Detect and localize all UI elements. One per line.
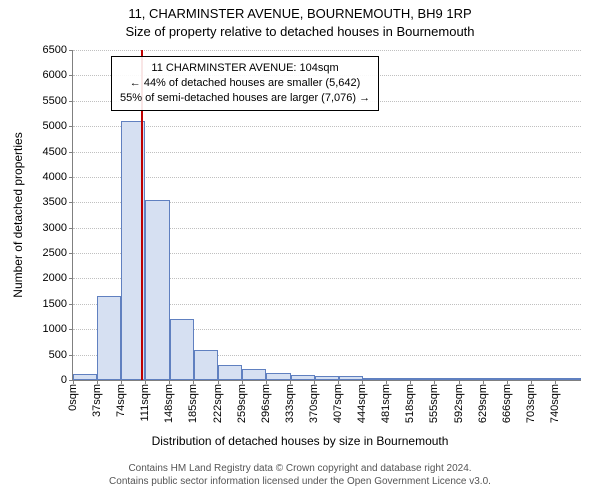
- xtick-label: 185sqm: [187, 380, 199, 423]
- xtick-label: 592sqm: [453, 380, 465, 423]
- ytick-label: 3000: [43, 222, 73, 234]
- xtick-label: 259sqm: [236, 380, 248, 423]
- annotation-line3: 55% of semi-detached houses are larger (…: [120, 91, 370, 106]
- ytick-label: 5000: [43, 120, 73, 132]
- xtick-label: 629sqm: [477, 380, 489, 423]
- xtick-label: 148sqm: [163, 380, 175, 423]
- ytick-label: 2000: [43, 272, 73, 284]
- ytick-label: 1000: [43, 323, 73, 335]
- annotation-line2: ← 44% of detached houses are smaller (5,…: [120, 76, 370, 91]
- xtick-label: 555sqm: [428, 380, 440, 423]
- chart-title: 11, CHARMINSTER AVENUE, BOURNEMOUTH, BH9…: [0, 6, 600, 21]
- xtick-label: 74sqm: [115, 380, 127, 417]
- ytick-label: 3500: [43, 196, 73, 208]
- xtick-label: 222sqm: [212, 380, 224, 423]
- xtick-label: 407sqm: [332, 380, 344, 423]
- ytick-label: 2500: [43, 247, 73, 259]
- gridline: [73, 126, 581, 127]
- histogram-bar: [266, 373, 290, 380]
- xtick-label: 740sqm: [549, 380, 561, 423]
- ytick-label: 500: [49, 349, 73, 361]
- chart-container: 11, CHARMINSTER AVENUE, BOURNEMOUTH, BH9…: [0, 0, 600, 500]
- y-axis-label: Number of detached properties: [11, 125, 25, 305]
- x-axis-label: Distribution of detached houses by size …: [0, 434, 600, 448]
- ytick-label: 4500: [43, 146, 73, 158]
- xtick-label: 0sqm: [67, 380, 79, 411]
- ytick-label: 6500: [43, 44, 73, 56]
- gridline: [73, 177, 581, 178]
- footer-line1: Contains HM Land Registry data © Crown c…: [0, 462, 600, 475]
- gridline: [73, 50, 581, 51]
- histogram-bar: [97, 296, 121, 380]
- ytick-label: 4000: [43, 171, 73, 183]
- footer-text: Contains HM Land Registry data © Crown c…: [0, 462, 600, 488]
- gridline: [73, 152, 581, 153]
- histogram-bar: [170, 319, 194, 380]
- annotation-box: 11 CHARMINSTER AVENUE: 104sqm ← 44% of d…: [111, 56, 379, 111]
- xtick-label: 370sqm: [308, 380, 320, 423]
- chart-subtitle: Size of property relative to detached ho…: [0, 24, 600, 39]
- xtick-label: 444sqm: [356, 380, 368, 423]
- histogram-bar: [218, 365, 242, 380]
- footer-line2: Contains public sector information licen…: [0, 475, 600, 488]
- xtick-label: 703sqm: [525, 380, 537, 423]
- xtick-label: 296sqm: [260, 380, 272, 423]
- histogram-bar: [145, 200, 170, 380]
- histogram-bar: [242, 369, 266, 380]
- ytick-label: 6000: [43, 69, 73, 81]
- xtick-label: 666sqm: [501, 380, 513, 423]
- plot-area: 0500100015002000250030003500400045005000…: [72, 50, 581, 381]
- xtick-label: 333sqm: [284, 380, 296, 423]
- xtick-label: 481sqm: [380, 380, 392, 423]
- xtick-label: 37sqm: [91, 380, 103, 417]
- xtick-label: 111sqm: [139, 380, 151, 422]
- xtick-label: 518sqm: [404, 380, 416, 423]
- ytick-label: 1500: [43, 298, 73, 310]
- histogram-bar: [194, 350, 218, 380]
- annotation-line1: 11 CHARMINSTER AVENUE: 104sqm: [120, 61, 370, 76]
- ytick-label: 5500: [43, 95, 73, 107]
